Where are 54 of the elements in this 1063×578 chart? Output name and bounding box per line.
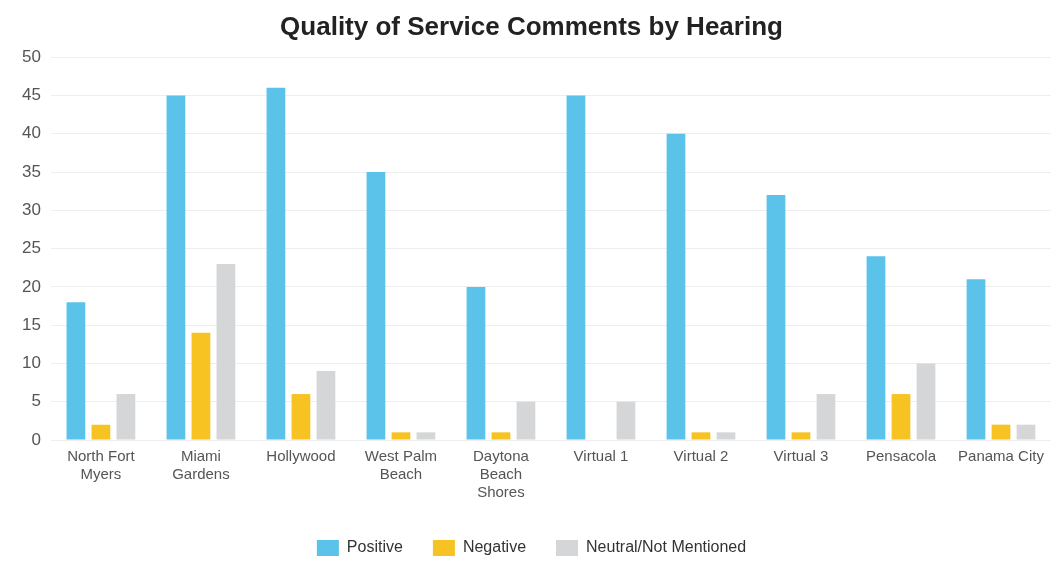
x-tick-label: Virtual 3 xyxy=(773,447,829,465)
bar xyxy=(816,394,836,440)
bar xyxy=(891,394,911,440)
bar xyxy=(691,432,711,440)
bar xyxy=(366,172,386,440)
bar xyxy=(91,424,111,440)
x-tick-label: Pensacola xyxy=(865,447,937,465)
y-tick-label: 50 xyxy=(21,46,41,66)
bar xyxy=(266,87,286,440)
bar xyxy=(491,432,511,440)
bar xyxy=(966,279,986,440)
bar xyxy=(66,302,86,440)
bar xyxy=(416,432,436,440)
bar xyxy=(866,256,886,440)
x-tick-label: Daytona Beach Shores xyxy=(473,447,530,501)
bar xyxy=(916,363,936,440)
x-tick-label: Virtual 2 xyxy=(673,447,729,465)
y-tick-label: 5 xyxy=(31,391,41,411)
y-tick-label: 0 xyxy=(31,429,41,449)
bar xyxy=(616,401,636,440)
bar xyxy=(216,263,236,440)
bar xyxy=(566,95,586,440)
bar xyxy=(791,432,811,440)
bar xyxy=(516,401,536,440)
bar xyxy=(316,371,336,440)
x-tick-label: Miami Gardens xyxy=(172,447,230,483)
bar xyxy=(1016,424,1036,440)
x-tick-label: Hollywood xyxy=(266,447,336,465)
legend-label: Positive xyxy=(346,538,403,556)
bar xyxy=(391,432,411,440)
y-tick-label: 10 xyxy=(21,353,41,373)
bar xyxy=(666,133,686,440)
bar xyxy=(116,394,136,440)
bar xyxy=(991,424,1011,440)
y-tick-label: 45 xyxy=(21,85,41,105)
bar xyxy=(166,95,186,440)
y-tick-label: 30 xyxy=(21,200,41,220)
y-tick-label: 15 xyxy=(21,314,41,334)
x-tick-label: North Fort Myers xyxy=(67,447,136,483)
x-tick-label: West Palm Beach xyxy=(364,447,438,483)
y-tick-label: 25 xyxy=(21,238,41,258)
bar xyxy=(291,394,311,440)
y-tick-label: 35 xyxy=(21,161,41,181)
y-tick-label: 40 xyxy=(21,123,41,143)
y-tick-label: 20 xyxy=(21,276,41,296)
x-tick-label: Virtual 1 xyxy=(573,447,629,465)
legend-label: Negative xyxy=(462,538,527,556)
x-tick-label: Panama City xyxy=(958,447,1045,465)
bar xyxy=(766,195,786,440)
bar xyxy=(191,332,211,440)
chart-title: Quality of Service Comments by Hearing xyxy=(280,10,783,41)
legend-label: Neutral/Not Mentioned xyxy=(586,538,747,556)
bar xyxy=(716,432,736,440)
bar xyxy=(466,286,486,440)
